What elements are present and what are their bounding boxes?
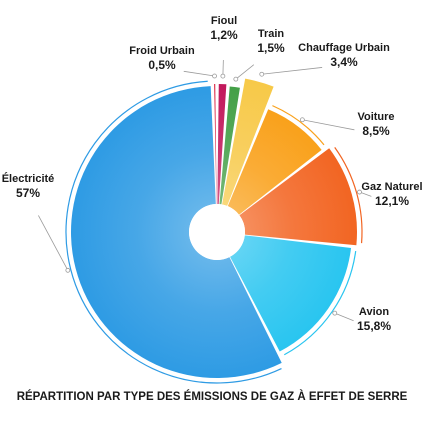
- chart-title: RÉPARTITION PAR TYPE DES ÉMISSIONS DE GA…: [17, 390, 408, 403]
- leader-line-voiture: [302, 119, 355, 131]
- leader-dot-train: [233, 76, 239, 82]
- center-hole: [189, 204, 245, 260]
- pie-slices: [65, 78, 363, 384]
- leader-dot-chauffage-urbain: [259, 71, 265, 77]
- leader-dot-electricite: [65, 267, 71, 273]
- slice-value-froid-urbain: 0,5%: [148, 58, 176, 72]
- leader-dot-froid-urbain: [212, 73, 217, 79]
- slice-name-fioul: Fioul: [211, 15, 237, 27]
- slice-value-chauffage-urbain: 3,4%: [330, 55, 358, 69]
- slice-froid-urbain: [214, 84, 217, 205]
- slice-name-chauffage-urbain: Chauffage Urbain: [298, 42, 390, 54]
- leader-dot-fioul: [220, 73, 226, 79]
- slice-name-avion: Avion: [359, 306, 389, 318]
- rim-arc-voiture: [272, 105, 325, 146]
- slice-name-electricite: Électricité: [2, 172, 55, 185]
- slice-electricite: [71, 86, 282, 379]
- slice-value-train: 1,5%: [257, 41, 285, 55]
- leader-line-froid-urbain: [183, 70, 215, 77]
- slice-avion: [230, 235, 352, 352]
- slice-gaz-naturel: [239, 148, 357, 246]
- leader-line-avion: [334, 312, 354, 322]
- leader-line-train: [235, 64, 255, 80]
- leader-lines: [38, 59, 372, 322]
- slice-voiture: [227, 109, 322, 215]
- slice-value-electricite: 57%: [16, 186, 40, 200]
- rim-arc-avion: [283, 251, 357, 356]
- leader-dot-avion: [332, 310, 338, 316]
- slice-value-fioul: 1,2%: [210, 28, 238, 42]
- leader-line-chauffage-urbain: [261, 67, 323, 75]
- slice-name-train: Train: [258, 28, 285, 40]
- slice-value-gaz-naturel: 12,1%: [375, 194, 409, 208]
- rim-arc-electricite: [65, 80, 282, 384]
- slice-name-gaz-naturel: Gaz Naturel: [361, 181, 422, 193]
- leader-line-electricite: [38, 215, 69, 271]
- slice-value-voiture: 8,5%: [362, 124, 390, 138]
- rim-arc-gaz-naturel: [334, 146, 363, 244]
- slice-fioul: [217, 84, 227, 205]
- slice-name-froid-urbain: Froid Urbain: [129, 45, 195, 57]
- slice-chauffage-urbain: [222, 78, 274, 206]
- leader-dot-gaz-naturel: [357, 189, 362, 195]
- slice-value-avion: 15,8%: [357, 319, 391, 333]
- slice-train: [219, 86, 240, 205]
- leader-dot-voiture: [299, 117, 305, 123]
- slice-name-voiture: Voiture: [357, 111, 394, 123]
